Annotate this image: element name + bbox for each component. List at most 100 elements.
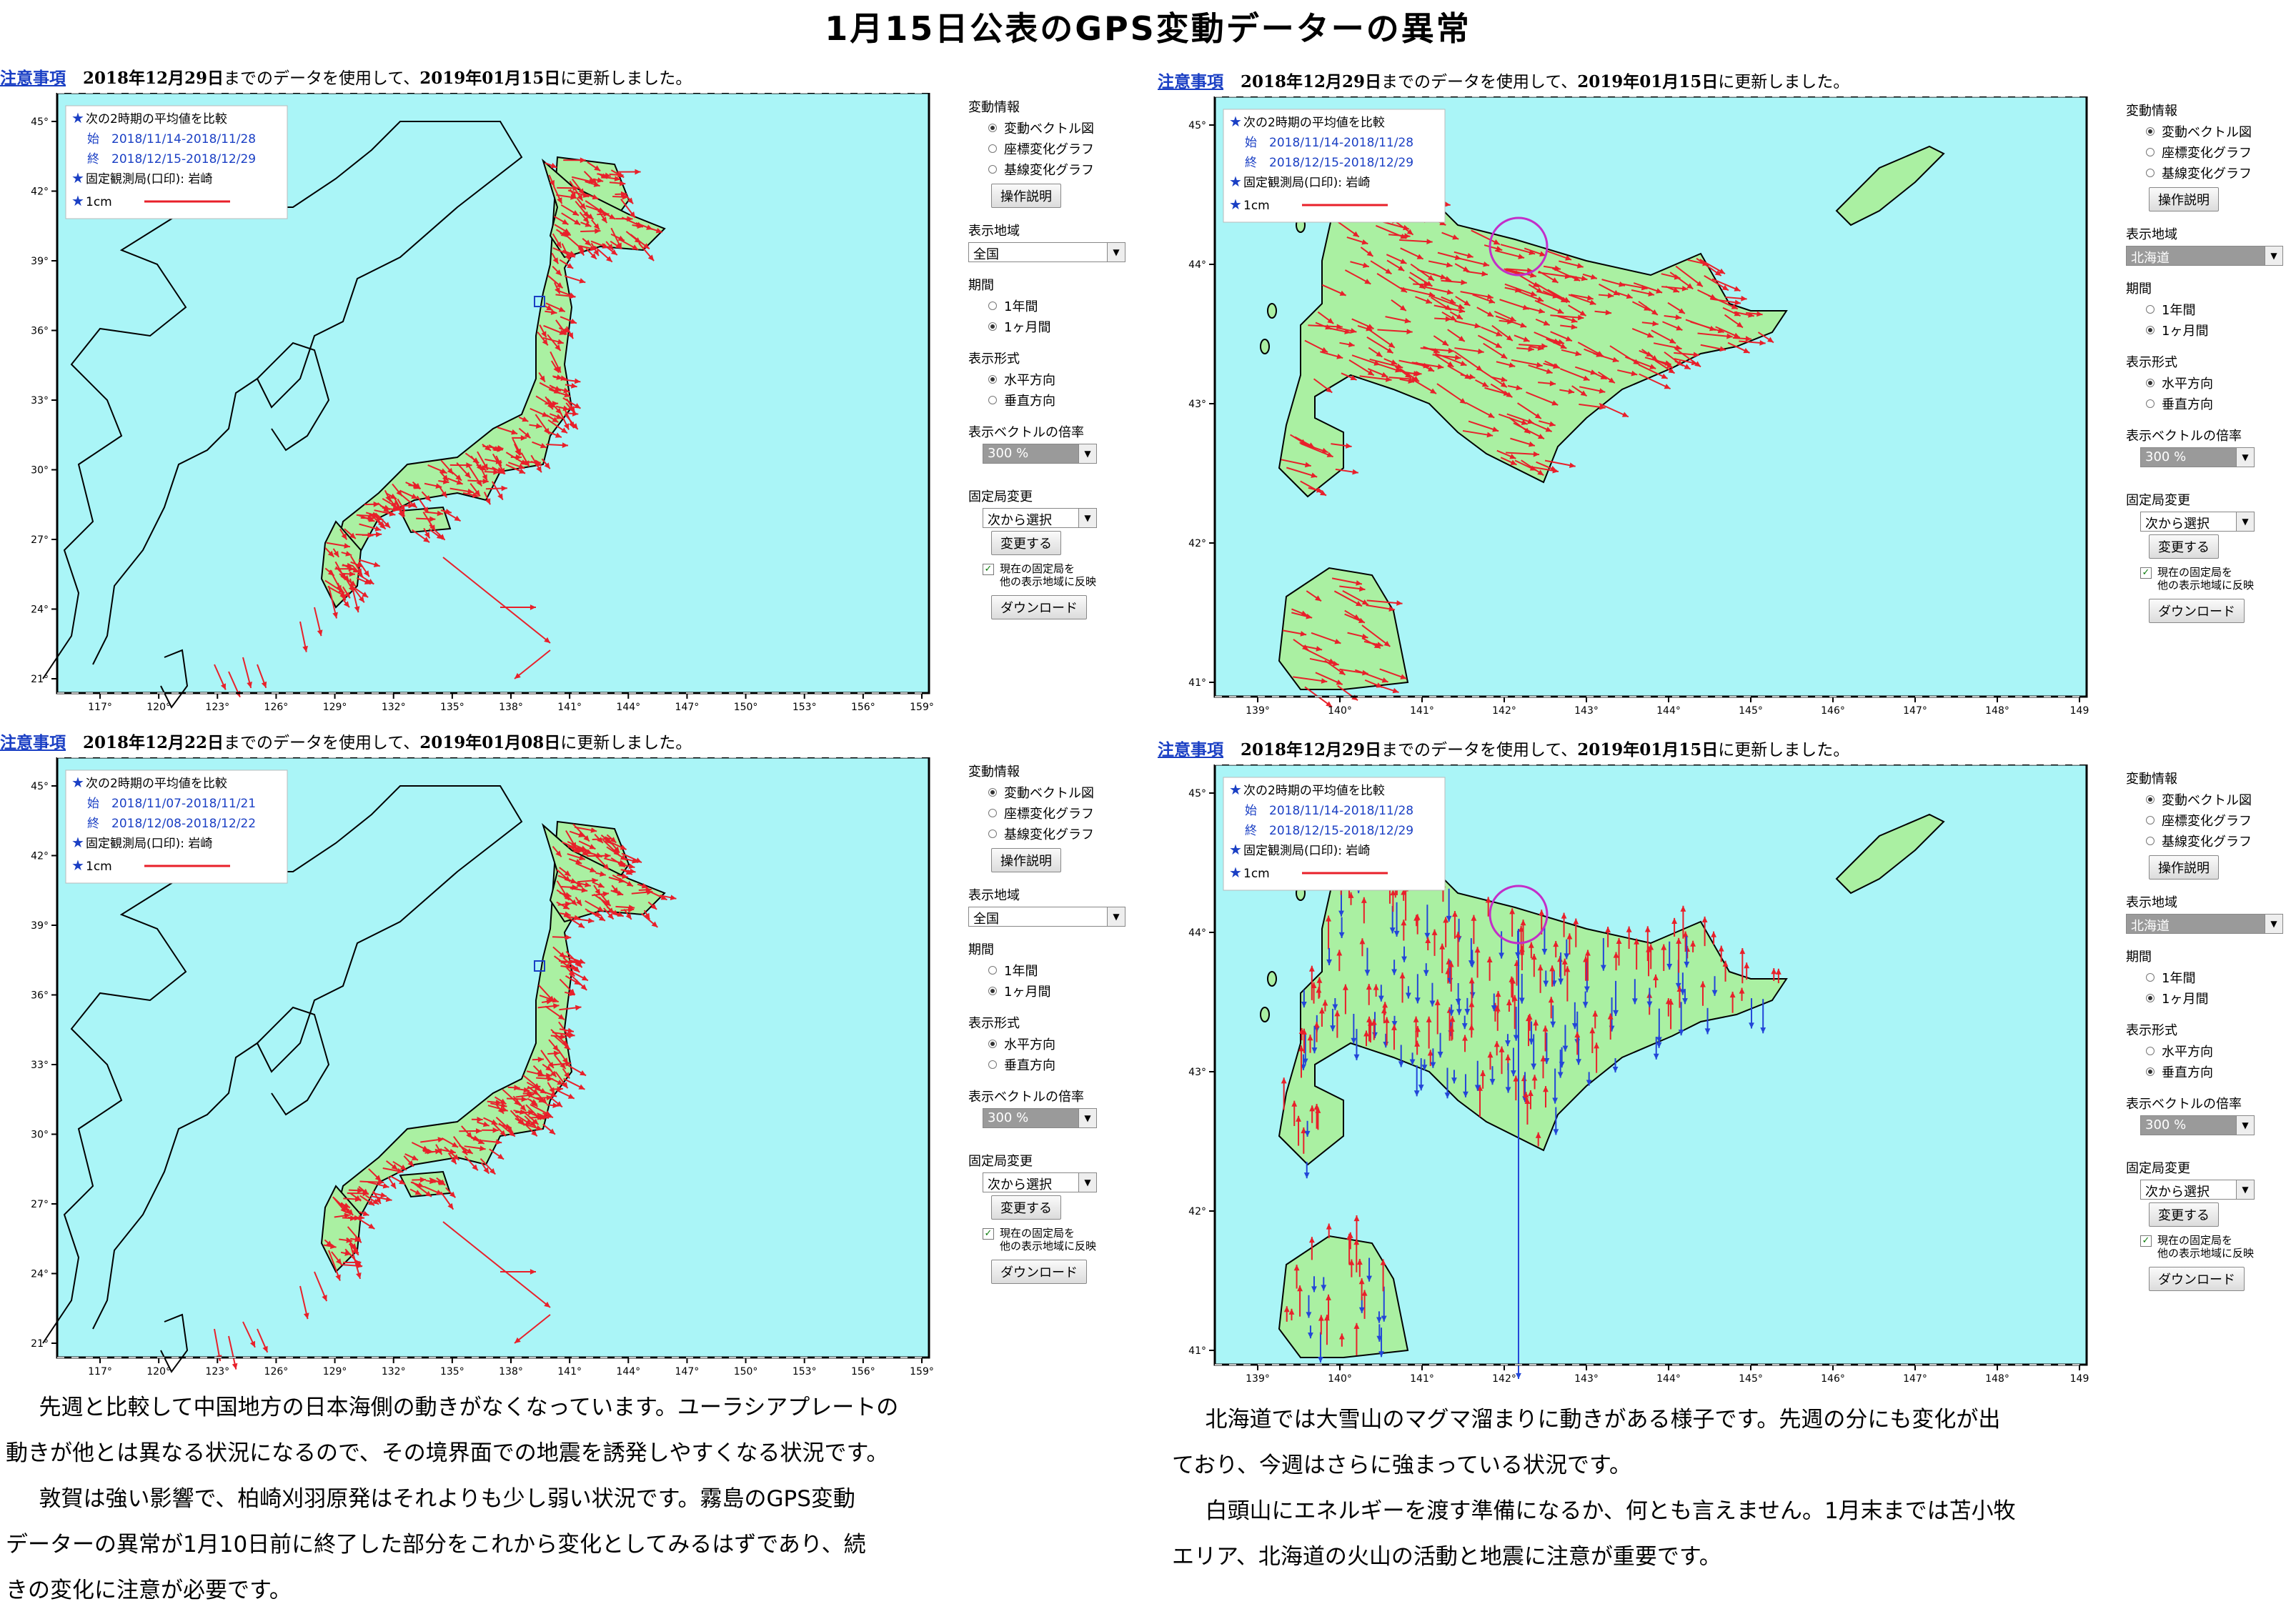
fixed-station-select[interactable]: 次から選択 ▼ xyxy=(2140,512,2255,532)
download-button[interactable]: ダウンロード xyxy=(991,1260,1087,1284)
radio-dot-icon[interactable] xyxy=(988,1060,997,1069)
manual-button[interactable]: 操作説明 xyxy=(2149,855,2219,880)
period-radio-0[interactable]: 1年間 xyxy=(2146,968,2287,987)
notice-link[interactable]: 注意事項 xyxy=(0,734,66,752)
period-radio-1[interactable]: 1ヶ月間 xyxy=(2146,989,2287,1007)
radio-dot-icon[interactable] xyxy=(2146,837,2155,845)
period-radio-1[interactable]: 1ヶ月間 xyxy=(988,317,1129,336)
radio-dot-icon[interactable] xyxy=(988,144,997,153)
info-radio-0[interactable]: 変動ベクトル図 xyxy=(988,783,1129,802)
radio-dot-icon[interactable] xyxy=(988,302,997,310)
chevron-down-icon[interactable]: ▼ xyxy=(1078,444,1096,463)
period-radio-0[interactable]: 1年間 xyxy=(988,961,1129,980)
format-radio-1[interactable]: 垂直方向 xyxy=(988,1055,1129,1074)
radio-dot-icon[interactable] xyxy=(2146,1067,2155,1076)
format-radio-0[interactable]: 水平方向 xyxy=(988,1035,1129,1053)
format-radio-1[interactable]: 垂直方向 xyxy=(2146,394,2287,413)
reflect-checkbox[interactable]: ✓ 現在の固定局を 他の表示地域に反映 xyxy=(2140,1234,2287,1260)
chevron-down-icon[interactable]: ▼ xyxy=(2236,1116,2254,1135)
scale-select[interactable]: 300 % ▼ xyxy=(983,1108,1097,1128)
checkmark-icon[interactable]: ✓ xyxy=(2140,1235,2152,1247)
radio-dot-icon[interactable] xyxy=(988,788,997,797)
radio-dot-icon[interactable] xyxy=(2146,816,2155,825)
download-button[interactable]: ダウンロード xyxy=(991,595,1087,619)
change-button[interactable]: 変更する xyxy=(991,531,1061,555)
radio-dot-icon[interactable] xyxy=(988,987,997,995)
chevron-down-icon[interactable]: ▼ xyxy=(2236,448,2254,467)
radio-dot-icon[interactable] xyxy=(988,396,997,404)
format-radio-0[interactable]: 水平方向 xyxy=(988,370,1129,389)
info-radio-2[interactable]: 基線変化グラフ xyxy=(988,160,1129,179)
manual-button[interactable]: 操作説明 xyxy=(991,848,1061,872)
radio-dot-icon[interactable] xyxy=(2146,973,2155,982)
period-radio-1[interactable]: 1ヶ月間 xyxy=(988,982,1129,1000)
radio-dot-icon[interactable] xyxy=(2146,326,2155,334)
region-select[interactable]: 全国 ▼ xyxy=(968,907,1125,927)
radio-dot-icon[interactable] xyxy=(988,375,997,384)
change-button[interactable]: 変更する xyxy=(2149,1202,2219,1227)
radio-dot-icon[interactable] xyxy=(2146,127,2155,136)
chevron-down-icon[interactable]: ▼ xyxy=(1107,907,1125,926)
period-radio-0[interactable]: 1年間 xyxy=(2146,300,2287,319)
info-radio-2[interactable]: 基線変化グラフ xyxy=(2146,832,2287,850)
notice-link[interactable]: 注意事項 xyxy=(0,69,66,88)
period-radio-0[interactable]: 1年間 xyxy=(988,297,1129,315)
checkmark-icon[interactable]: ✓ xyxy=(983,564,994,575)
chevron-down-icon[interactable]: ▼ xyxy=(2236,1180,2254,1199)
radio-dot-icon[interactable] xyxy=(2146,994,2155,1002)
change-button[interactable]: 変更する xyxy=(2149,534,2219,559)
radio-dot-icon[interactable] xyxy=(988,124,997,132)
info-radio-2[interactable]: 基線変化グラフ xyxy=(2146,164,2287,182)
download-button[interactable]: ダウンロード xyxy=(2149,599,2245,623)
radio-dot-icon[interactable] xyxy=(988,966,997,975)
radio-dot-icon[interactable] xyxy=(2146,1047,2155,1055)
info-radio-0[interactable]: 変動ベクトル図 xyxy=(988,119,1129,137)
info-radio-2[interactable]: 基線変化グラフ xyxy=(988,825,1129,843)
region-select[interactable]: 全国 ▼ xyxy=(968,242,1125,262)
radio-dot-icon[interactable] xyxy=(988,322,997,331)
chevron-down-icon[interactable]: ▼ xyxy=(1078,1109,1096,1127)
radio-dot-icon[interactable] xyxy=(988,165,997,174)
scale-select[interactable]: 300 % ▼ xyxy=(2140,447,2255,467)
checkmark-icon[interactable]: ✓ xyxy=(2140,567,2152,579)
manual-button[interactable]: 操作説明 xyxy=(991,184,1061,208)
info-radio-1[interactable]: 座標変化グラフ xyxy=(988,804,1129,822)
checkmark-icon[interactable]: ✓ xyxy=(983,1228,994,1240)
period-radio-1[interactable]: 1ヶ月間 xyxy=(2146,321,2287,339)
radio-dot-icon[interactable] xyxy=(2146,399,2155,408)
manual-button[interactable]: 操作説明 xyxy=(2149,187,2219,211)
reflect-checkbox[interactable]: ✓ 現在の固定局を 他の表示地域に反映 xyxy=(2140,566,2287,592)
download-button[interactable]: ダウンロード xyxy=(2149,1267,2245,1291)
chevron-down-icon[interactable]: ▼ xyxy=(1078,1173,1096,1192)
scale-select[interactable]: 300 % ▼ xyxy=(2140,1115,2255,1135)
info-radio-0[interactable]: 変動ベクトル図 xyxy=(2146,790,2287,809)
radio-dot-icon[interactable] xyxy=(988,809,997,817)
fixed-station-select[interactable]: 次から選択 ▼ xyxy=(2140,1180,2255,1200)
info-radio-1[interactable]: 座標変化グラフ xyxy=(988,139,1129,158)
radio-dot-icon[interactable] xyxy=(2146,169,2155,177)
fixed-station-select[interactable]: 次から選択 ▼ xyxy=(983,508,1097,528)
format-radio-0[interactable]: 水平方向 xyxy=(2146,1042,2287,1060)
radio-dot-icon[interactable] xyxy=(2146,305,2155,314)
reflect-checkbox[interactable]: ✓ 現在の固定局を 他の表示地域に反映 xyxy=(983,1227,1129,1252)
info-radio-1[interactable]: 座標変化グラフ xyxy=(2146,811,2287,830)
reflect-checkbox[interactable]: ✓ 現在の固定局を 他の表示地域に反映 xyxy=(983,562,1129,588)
region-select[interactable]: 北海道 ▼ xyxy=(2126,246,2283,266)
chevron-down-icon[interactable]: ▼ xyxy=(1107,243,1125,261)
chevron-down-icon[interactable]: ▼ xyxy=(1078,509,1096,527)
scale-select[interactable]: 300 % ▼ xyxy=(983,444,1097,464)
info-radio-1[interactable]: 座標変化グラフ xyxy=(2146,143,2287,161)
radio-dot-icon[interactable] xyxy=(988,830,997,838)
radio-dot-icon[interactable] xyxy=(988,1040,997,1048)
change-button[interactable]: 変更する xyxy=(991,1195,1061,1220)
format-radio-0[interactable]: 水平方向 xyxy=(2146,374,2287,392)
chevron-down-icon[interactable]: ▼ xyxy=(2265,915,2282,933)
notice-link[interactable]: 注意事項 xyxy=(1158,741,1223,759)
notice-link[interactable]: 注意事項 xyxy=(1158,73,1223,91)
region-select[interactable]: 北海道 ▼ xyxy=(2126,914,2283,934)
chevron-down-icon[interactable]: ▼ xyxy=(2265,246,2282,265)
format-radio-1[interactable]: 垂直方向 xyxy=(988,391,1129,409)
chevron-down-icon[interactable]: ▼ xyxy=(2236,512,2254,531)
info-radio-0[interactable]: 変動ベクトル図 xyxy=(2146,122,2287,141)
radio-dot-icon[interactable] xyxy=(2146,379,2155,387)
